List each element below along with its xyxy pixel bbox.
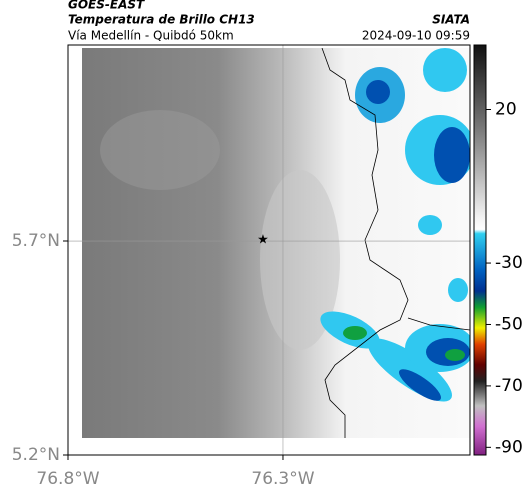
location: Vía Medellín - Quibdó 50km (68, 29, 234, 43)
y-tick-label: 5.2°N (12, 445, 60, 465)
timestamp: 2024-09-10 09:59 (362, 29, 470, 43)
product: Temperatura de Brillo CH13 (68, 13, 255, 27)
colorbar-label: -90 (495, 437, 523, 457)
colorbar-label: -70 (495, 376, 523, 396)
y-tick-label: 5.7°N (12, 231, 60, 251)
graticule (68, 45, 470, 455)
satellite-image (82, 48, 470, 438)
x-tick-label: 76.3°W (251, 469, 314, 489)
agency: GOES-EAST (68, 0, 145, 12)
source: SIATA (432, 13, 470, 27)
city-marker: ★ (257, 233, 269, 248)
map-frame (67, 44, 471, 456)
colorbar-label: 20 (495, 99, 517, 119)
colorbar-label: -30 (495, 253, 523, 273)
colorbar (473, 44, 487, 456)
x-tick-label: 76.8°W (36, 469, 99, 489)
colorbar-label: -50 (495, 314, 523, 334)
